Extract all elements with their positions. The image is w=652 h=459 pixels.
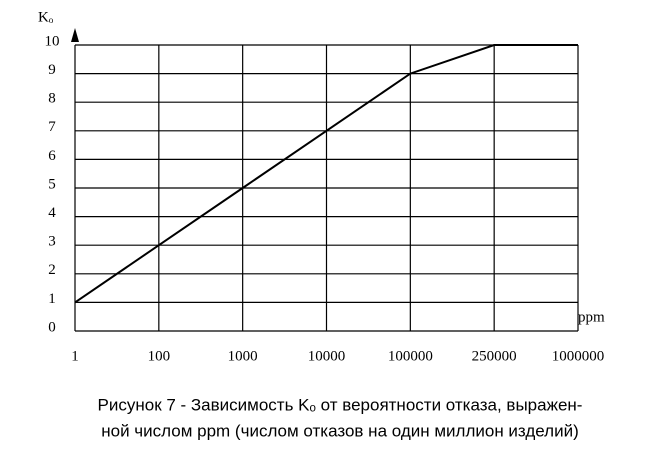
y-tick-label: 10 bbox=[45, 33, 60, 49]
y-axis-label: Kₒ bbox=[38, 9, 54, 25]
y-tick-label: 4 bbox=[48, 205, 56, 221]
x-tick-label: 1000000 bbox=[552, 348, 605, 364]
y-tick-label: 6 bbox=[48, 148, 56, 164]
x-tick-label: 1 bbox=[71, 348, 79, 364]
x-tick-label: 100 bbox=[148, 348, 171, 364]
y-tick-label: 8 bbox=[48, 91, 56, 107]
x-axis-label: ppm bbox=[578, 309, 605, 325]
y-tick-label: 5 bbox=[48, 176, 56, 192]
y-tick-label: 0 bbox=[48, 319, 56, 335]
y-tick-label: 2 bbox=[48, 262, 56, 278]
x-tick-label: 10000 bbox=[308, 348, 346, 364]
data-line bbox=[74, 44, 578, 304]
y-tick-label: 7 bbox=[48, 119, 56, 135]
caption-line: ной числом ppm (числом отказов на один м… bbox=[101, 421, 579, 440]
y-axis-arrow bbox=[71, 28, 79, 42]
x-tick-label: 1000 bbox=[228, 348, 258, 364]
x-tick-label: 250000 bbox=[472, 348, 517, 364]
y-tick-label: 3 bbox=[48, 234, 56, 250]
caption-line: Рисунок 7 - Зависимость Kₒ от вероятност… bbox=[98, 395, 583, 414]
x-tick-label: 100000 bbox=[388, 348, 433, 364]
y-tick-label: 1 bbox=[48, 291, 56, 307]
y-tick-label: 9 bbox=[48, 62, 56, 78]
